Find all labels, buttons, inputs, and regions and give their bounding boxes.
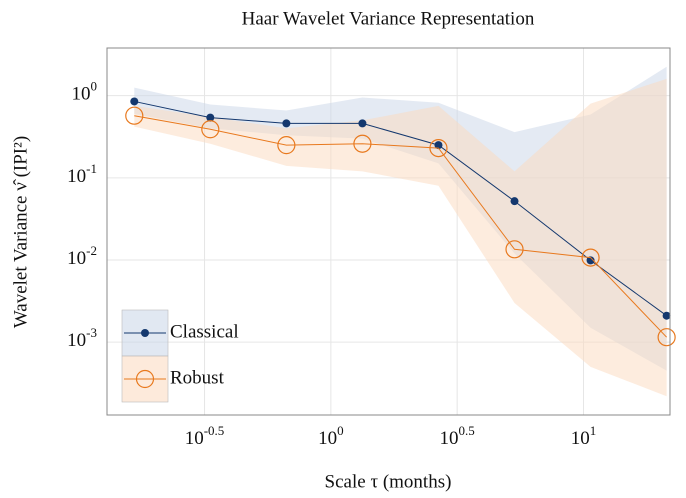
- chart-title: Haar Wavelet Variance Representation: [242, 8, 535, 29]
- y-axis-label: Wavelet Variance ν̂ (IPI²): [10, 136, 31, 328]
- legend-marker: [141, 329, 149, 337]
- data-point: [434, 141, 443, 150]
- x-tick-label: 101: [571, 423, 597, 449]
- data-point: [429, 138, 448, 158]
- data-point: [125, 106, 144, 125]
- y-tick-label: 100: [72, 79, 98, 105]
- data-point: [586, 256, 595, 265]
- data-point: [282, 119, 291, 128]
- data-point: [510, 197, 519, 206]
- confidence-band: [134, 78, 667, 397]
- data-point: [201, 120, 220, 139]
- series-line: [134, 115, 667, 338]
- data-point: [505, 240, 524, 259]
- y-tick-label: 10-3: [67, 325, 97, 351]
- y-tick-label: 10-1: [67, 161, 97, 187]
- data-point: [277, 136, 296, 155]
- y-tick-label: 10-2: [67, 243, 97, 269]
- x-tick-label: 100: [318, 423, 344, 449]
- x-tick-label: 10-0.5: [185, 423, 225, 449]
- data-point: [358, 119, 367, 128]
- data-point: [662, 311, 671, 320]
- data-point: [206, 113, 215, 122]
- data-point: [353, 134, 372, 153]
- confidence-band: [134, 66, 667, 371]
- data-point: [657, 328, 676, 347]
- legend-label: Robust: [170, 367, 225, 388]
- x-axis-label: Scale τ (months): [325, 471, 452, 492]
- plot-frame: [106, 47, 671, 416]
- data-point: [581, 248, 600, 267]
- series-line: [134, 100, 667, 317]
- x-tick-label: 100.5: [440, 423, 475, 449]
- legend-label: Classical: [170, 321, 239, 342]
- legend-marker: [135, 369, 155, 389]
- data-point: [130, 97, 139, 106]
